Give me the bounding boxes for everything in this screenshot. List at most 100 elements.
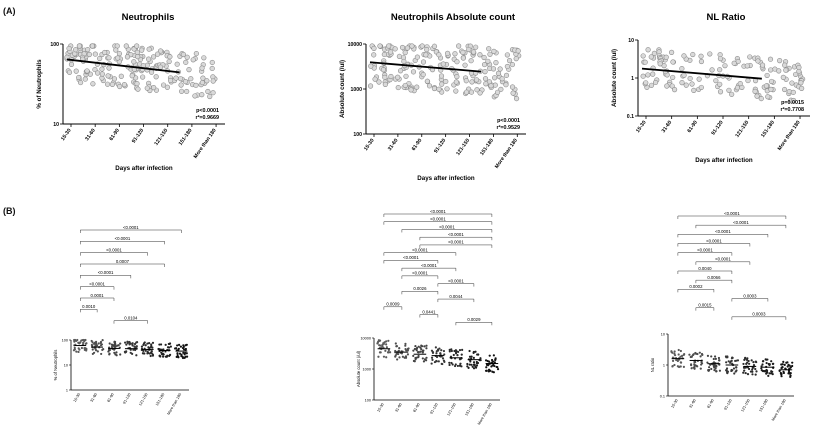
data-point bbox=[412, 349, 415, 352]
data-point bbox=[431, 85, 438, 92]
data-point bbox=[696, 76, 702, 82]
data-point bbox=[146, 46, 152, 52]
data-point bbox=[648, 54, 654, 60]
data-point bbox=[378, 344, 381, 347]
x-tick-label: 121-150 bbox=[446, 403, 456, 417]
data-point bbox=[395, 84, 401, 91]
data-point bbox=[710, 367, 713, 371]
data-point bbox=[706, 354, 710, 357]
data-point bbox=[382, 74, 388, 80]
data-point bbox=[504, 52, 510, 58]
data-point bbox=[435, 352, 438, 355]
data-point bbox=[140, 74, 146, 80]
data-point bbox=[113, 47, 119, 53]
data-point bbox=[743, 369, 746, 372]
data-point bbox=[168, 342, 172, 345]
p-value-label: 0.0002 bbox=[689, 284, 703, 289]
data-point bbox=[453, 88, 459, 94]
data-point bbox=[468, 363, 471, 366]
data-point bbox=[699, 355, 702, 358]
data-point bbox=[108, 353, 111, 356]
chart-title: Neutrophils Absolute count bbox=[391, 12, 516, 23]
data-point bbox=[385, 340, 388, 343]
data-point bbox=[799, 85, 805, 91]
regression-line bbox=[641, 67, 762, 80]
data-point bbox=[474, 366, 478, 369]
y-tick-label: 100 bbox=[365, 399, 371, 403]
data-point bbox=[791, 361, 794, 364]
x-tick-label: 151-180 bbox=[178, 128, 194, 147]
data-point bbox=[783, 363, 786, 366]
x-tick-label: 15-30 bbox=[670, 399, 678, 409]
data-point bbox=[382, 342, 385, 346]
data-point bbox=[706, 361, 709, 364]
data-point bbox=[135, 86, 141, 92]
data-point bbox=[748, 362, 751, 365]
data-point bbox=[474, 87, 480, 93]
data-point bbox=[123, 43, 129, 49]
data-point bbox=[381, 343, 384, 347]
data-point bbox=[190, 57, 196, 63]
data-point bbox=[669, 83, 675, 89]
data-point bbox=[102, 49, 108, 56]
scatter-panel-2: Neutrophils Absolute count 100 1000 10000 Ab… bbox=[339, 12, 526, 182]
data-point bbox=[788, 364, 791, 367]
data-point bbox=[134, 43, 140, 49]
data-point bbox=[404, 342, 407, 345]
data-point bbox=[743, 358, 746, 361]
bracket-line bbox=[677, 234, 769, 238]
data-point bbox=[86, 51, 92, 58]
data-point bbox=[80, 346, 83, 350]
data-point bbox=[752, 364, 756, 367]
data-point bbox=[376, 340, 380, 344]
data-point bbox=[491, 48, 497, 54]
data-point bbox=[771, 373, 774, 376]
data-point bbox=[513, 95, 520, 102]
data-point bbox=[754, 360, 757, 363]
data-point bbox=[410, 69, 417, 75]
data-point bbox=[77, 79, 84, 86]
data-point bbox=[498, 86, 504, 92]
data-point bbox=[472, 350, 475, 354]
bracket-line bbox=[695, 307, 715, 311]
p-value: p=0.0015 bbox=[781, 100, 804, 106]
data-point bbox=[210, 78, 216, 84]
data-point bbox=[435, 350, 438, 353]
data-point bbox=[696, 365, 699, 368]
data-point bbox=[151, 354, 155, 357]
data-point bbox=[645, 72, 651, 78]
comparison-bracket: 0.0015 bbox=[695, 302, 715, 311]
data-point bbox=[782, 371, 785, 375]
data-point bbox=[176, 355, 180, 358]
y-tick-label: 1 bbox=[663, 364, 665, 368]
data-point bbox=[488, 83, 494, 89]
data-point bbox=[106, 55, 112, 61]
data-point bbox=[164, 355, 167, 358]
data-point bbox=[690, 367, 693, 370]
data-point bbox=[677, 348, 680, 352]
data-point bbox=[376, 79, 382, 85]
data-point bbox=[487, 51, 493, 57]
data-point bbox=[385, 343, 388, 346]
y-axis-label: Absolute count (/ul) bbox=[339, 60, 346, 118]
data-point bbox=[751, 370, 754, 373]
data-point bbox=[151, 341, 155, 344]
scatter-panel-3: NL Ratio 0.1 1 10 Absolute count (/ul) 15-30 3… bbox=[611, 12, 810, 164]
data-point bbox=[419, 346, 422, 349]
y-tick-label: 0.1 bbox=[660, 395, 665, 399]
x-tick-label: More than 180 bbox=[167, 393, 183, 416]
data-point bbox=[116, 51, 123, 57]
data-point bbox=[134, 346, 137, 349]
data-point bbox=[169, 345, 172, 348]
comparison-bracket: <0.0001 bbox=[401, 224, 493, 233]
data-point bbox=[395, 345, 399, 348]
comparison-bracket: 0.0003 bbox=[731, 293, 769, 302]
data-point bbox=[396, 53, 403, 60]
data-point bbox=[708, 366, 711, 369]
data-point bbox=[406, 353, 410, 356]
data-point bbox=[682, 353, 685, 356]
data-point bbox=[466, 365, 469, 368]
data-point bbox=[115, 351, 118, 354]
data-point bbox=[396, 358, 399, 361]
x-tick-label: More than 180 bbox=[494, 138, 519, 170]
